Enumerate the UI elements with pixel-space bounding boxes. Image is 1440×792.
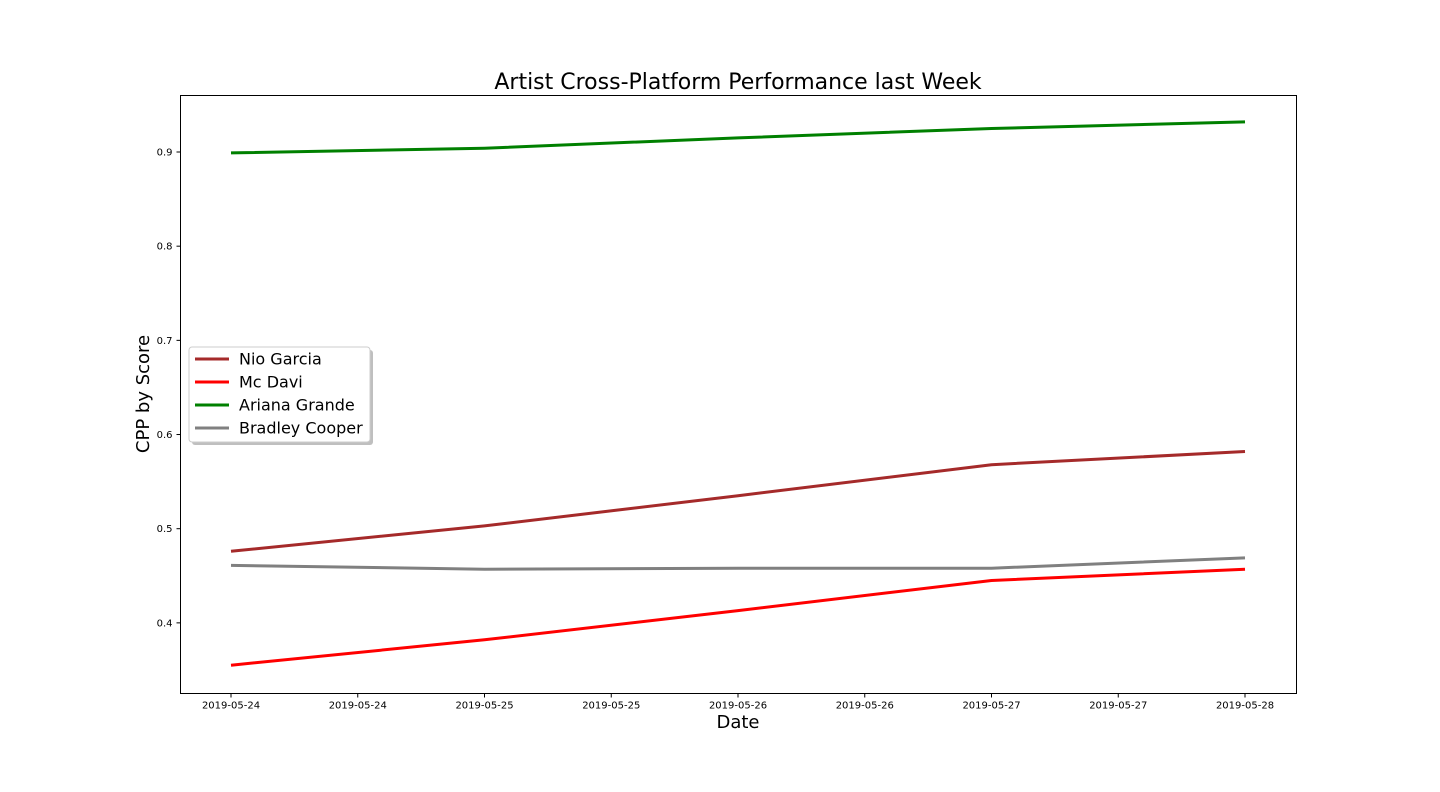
legend: Nio Garcia Mc Davi Ariana Grande Bradley Co… <box>188 346 373 445</box>
x-tick-label: 2019-05-27 <box>1089 701 1147 712</box>
x-tick-label: 2019-05-24 <box>329 701 387 712</box>
legend-label: Mc Davi <box>239 373 303 392</box>
legend-label: Bradley Cooper <box>239 419 363 438</box>
x-axis: 2019-05-24 2019-05-24 2019-05-25 2019-05-25… <box>202 693 1274 712</box>
x-tick-label: 2019-05-26 <box>709 701 767 712</box>
legend-label: Ariana Grande <box>239 396 355 415</box>
y-tick-label: 0.4 <box>157 618 173 629</box>
y-tick-label: 0.9 <box>157 148 173 159</box>
x-tick-label: 2019-05-24 <box>202 701 260 712</box>
y-tick-label: 0.6 <box>157 430 173 441</box>
x-tick-label: 2019-05-28 <box>1216 701 1274 712</box>
series-line-ariana-grande <box>230 120 1246 155</box>
legend-label: Nio Garcia <box>239 350 322 369</box>
y-tick-label: 0.8 <box>157 242 173 253</box>
x-axis-label: Date <box>716 712 759 733</box>
series-line-bradley-cooper <box>230 556 1246 571</box>
chart-title: Artist Cross-Platform Performance last W… <box>494 70 982 95</box>
y-axis-label: CPP by Score <box>133 335 154 453</box>
series-line-mc-davi <box>230 567 1246 667</box>
series-lines <box>230 120 1246 667</box>
y-axis: 0.4 0.5 0.6 0.7 0.8 0.9 <box>157 148 181 629</box>
x-tick-label: 2019-05-27 <box>962 701 1020 712</box>
series-line-nio-garcia <box>230 450 1246 553</box>
y-tick-label: 0.7 <box>157 336 173 347</box>
legend-box <box>188 346 371 443</box>
x-tick-label: 2019-05-26 <box>836 701 894 712</box>
x-tick-label: 2019-05-25 <box>582 701 640 712</box>
x-tick-label: 2019-05-25 <box>455 701 513 712</box>
y-tick-label: 0.5 <box>157 524 173 535</box>
